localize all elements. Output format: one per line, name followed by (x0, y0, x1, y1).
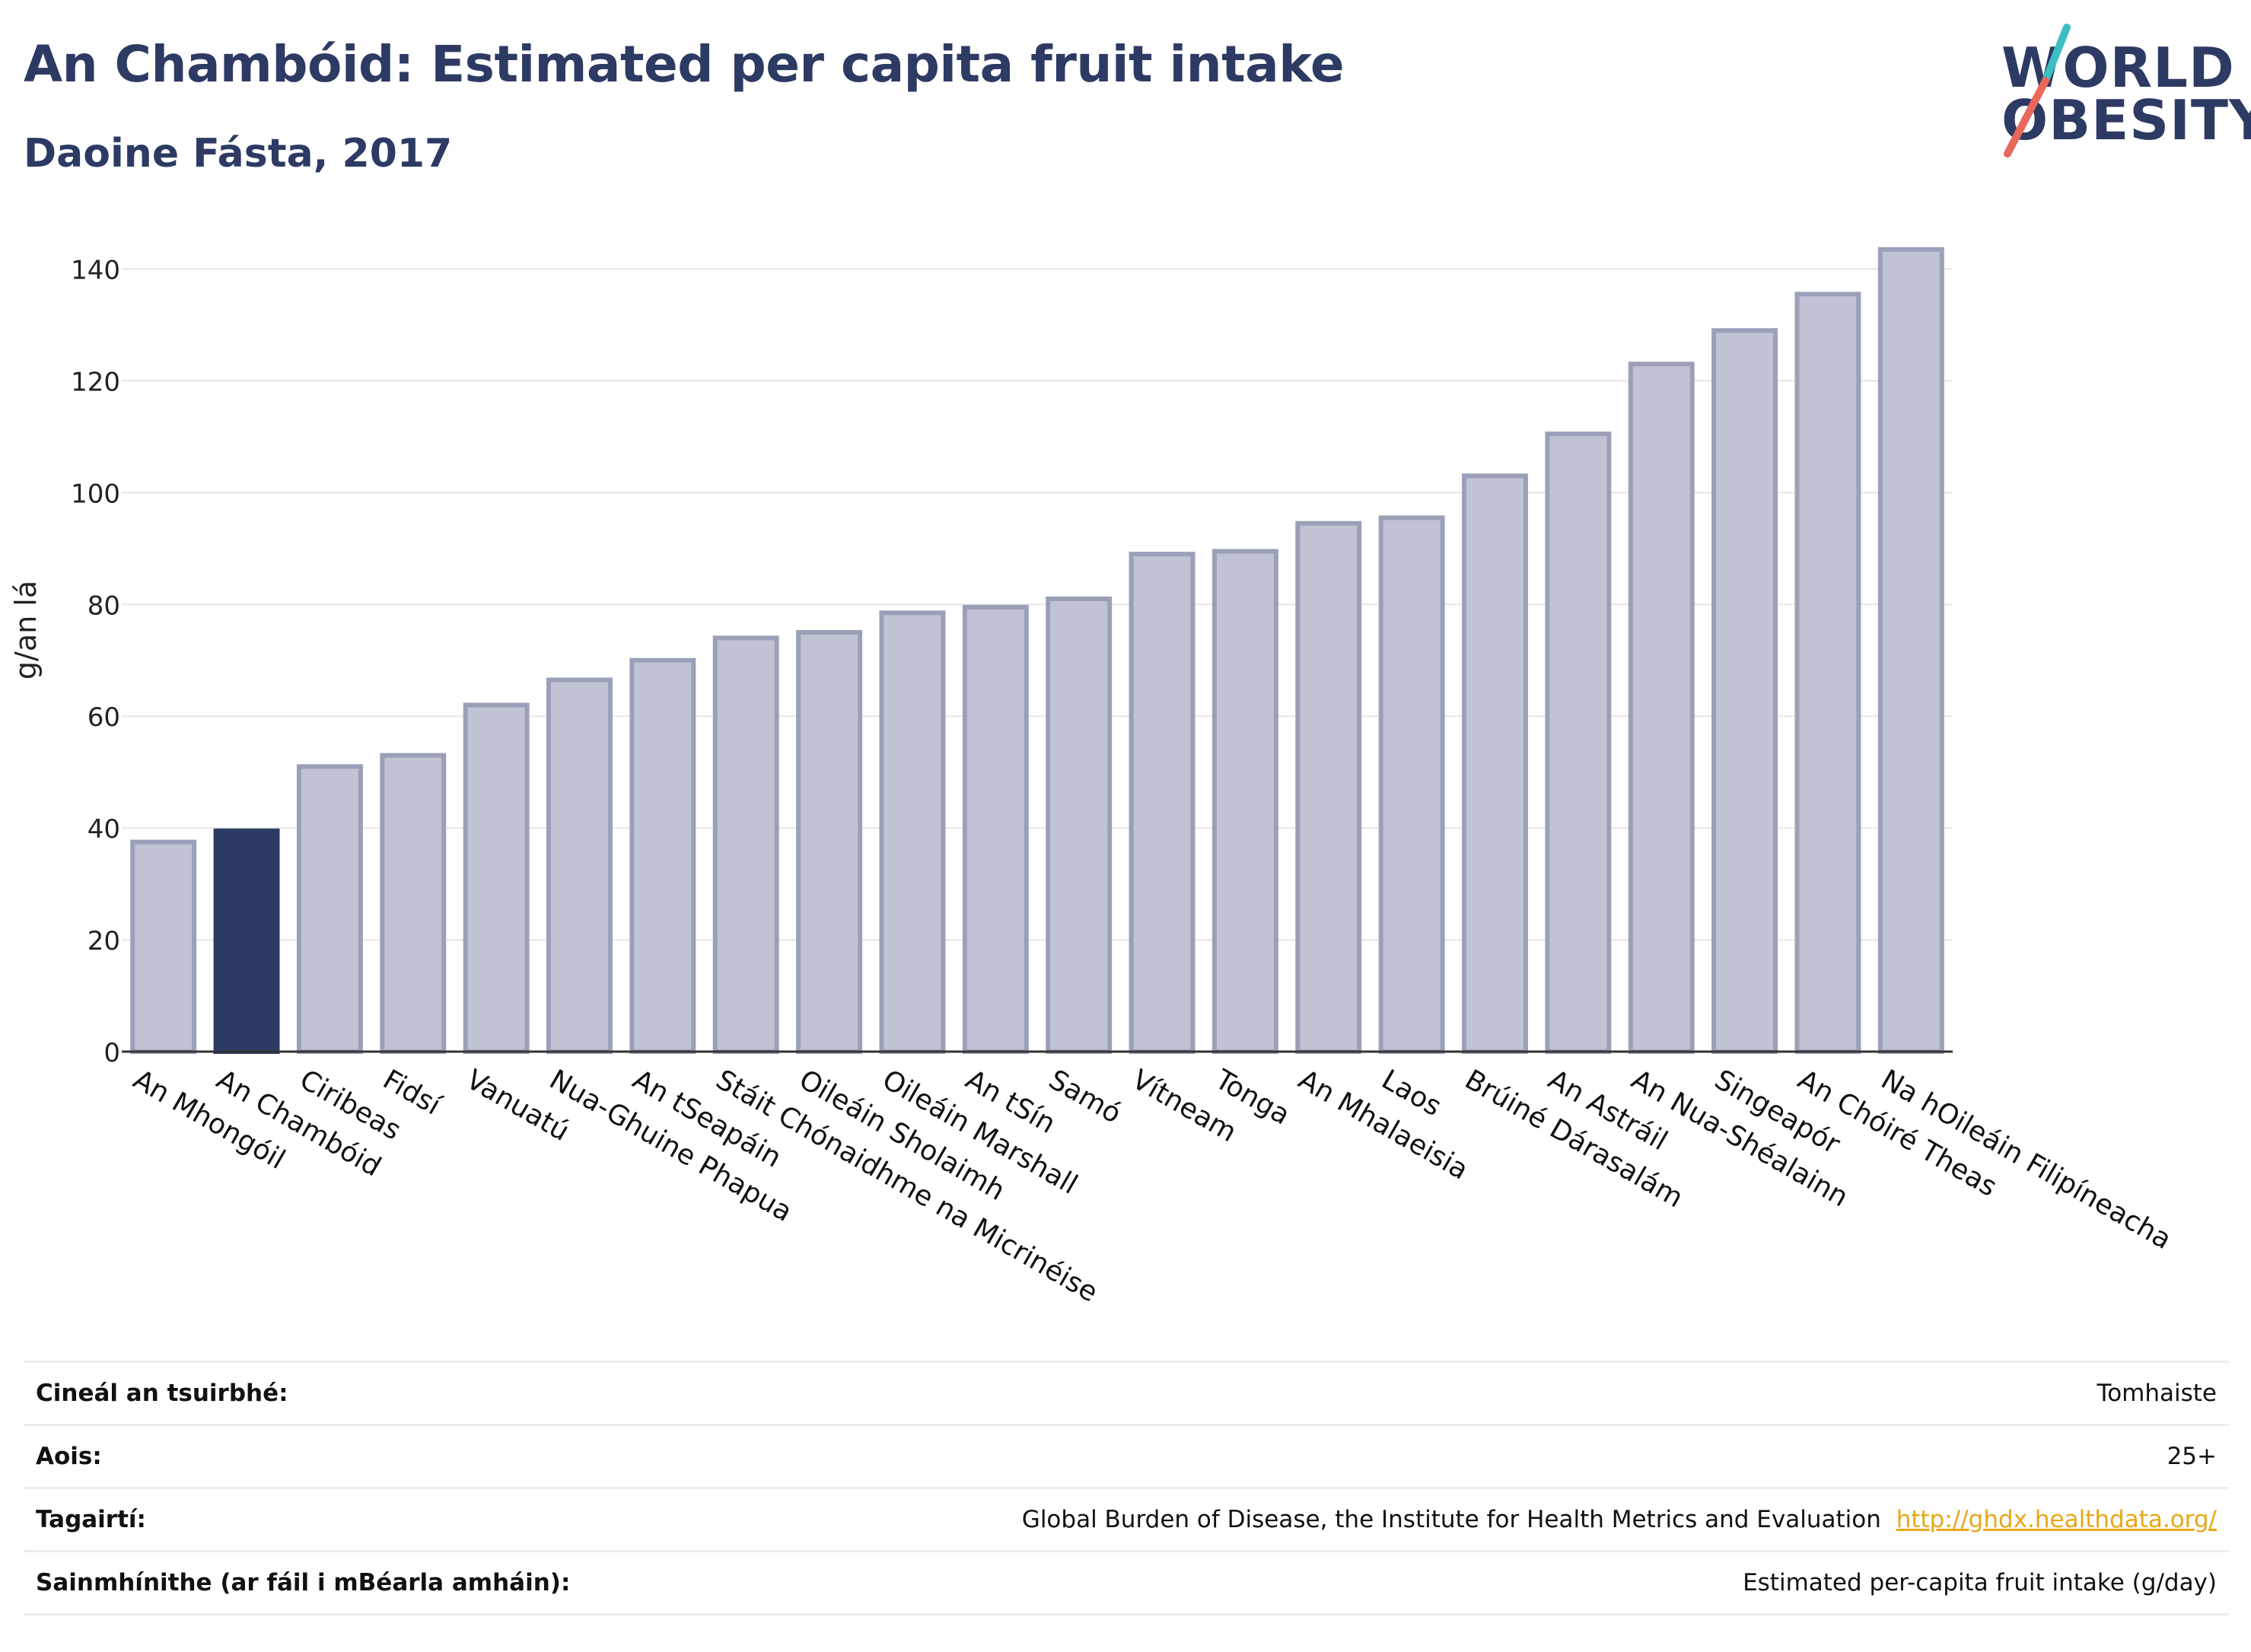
y-tick-label: 140 (71, 255, 120, 285)
bar (546, 677, 613, 1054)
bar (1545, 431, 1612, 1054)
reference-link[interactable]: http://ghdx.healthdata.org/ (1896, 1506, 2217, 1533)
bar (1046, 596, 1113, 1054)
logo-line2: OBESITY (2001, 88, 2251, 152)
bar (712, 635, 779, 1054)
bar (879, 610, 946, 1054)
meta-row-age: Aois: 25+ (24, 1426, 2229, 1489)
meta-key: Aois: (36, 1443, 102, 1470)
chart-title: An Chambóid: Estimated per capita fruit … (24, 35, 1345, 94)
bar (1378, 515, 1445, 1054)
bar (380, 753, 447, 1054)
bar (962, 604, 1029, 1054)
logo-slash-icon (2004, 24, 2071, 158)
meta-key: Tagairtí: (36, 1506, 146, 1533)
y-tick-label: 120 (71, 367, 120, 397)
meta-value: 25+ (2167, 1443, 2217, 1470)
bar (1462, 473, 1528, 1054)
meta-value: Global Burden of Disease, the Institute … (1021, 1506, 1881, 1533)
y-tick-label: 20 (88, 926, 120, 957)
bar (213, 828, 280, 1054)
bar (1628, 361, 1695, 1054)
meta-key: Cineál an tsuirbhé: (36, 1380, 288, 1407)
bar (629, 657, 696, 1054)
y-tick-label: 0 (103, 1038, 120, 1068)
bar (1711, 328, 1778, 1054)
y-tick-label: 60 (88, 702, 120, 733)
chart-subtitle: Daoine Fásta, 2017 (24, 131, 453, 177)
bar (1211, 549, 1278, 1054)
bar (796, 630, 863, 1054)
meta-row-survey-type: Cineál an tsuirbhé: Tomhaiste (24, 1363, 2229, 1426)
y-tick-label: 100 (71, 479, 120, 509)
meta-key: Sainmhínithe (ar fáil i mBéarla amháin): (36, 1569, 571, 1596)
meta-value-wrap: Global Burden of Disease, the Institute … (1022, 1506, 2217, 1533)
bar (463, 702, 530, 1054)
bar (1877, 247, 1944, 1055)
meta-value: Estimated per-capita fruit intake (g/day… (1743, 1569, 2217, 1596)
meta-row-definitions: Sainmhínithe (ar fáil i mBéarla amháin):… (24, 1552, 2229, 1615)
bar (1295, 520, 1362, 1054)
meta-row-references: Tagairtí: Global Burden of Disease, the … (24, 1489, 2229, 1552)
bar (1129, 552, 1196, 1054)
bar (1794, 291, 1861, 1054)
bar (296, 764, 363, 1054)
world-obesity-logo: WORLD OBESITY (1992, 21, 2251, 166)
meta-value: Tomhaiste (2097, 1380, 2217, 1407)
metadata-table: Cineál an tsuirbhé: Tomhaiste Aois: 25+ … (24, 1361, 2229, 1615)
y-tick-label: 40 (88, 814, 120, 845)
y-tick-label: 80 (88, 590, 120, 621)
bar (130, 839, 197, 1054)
